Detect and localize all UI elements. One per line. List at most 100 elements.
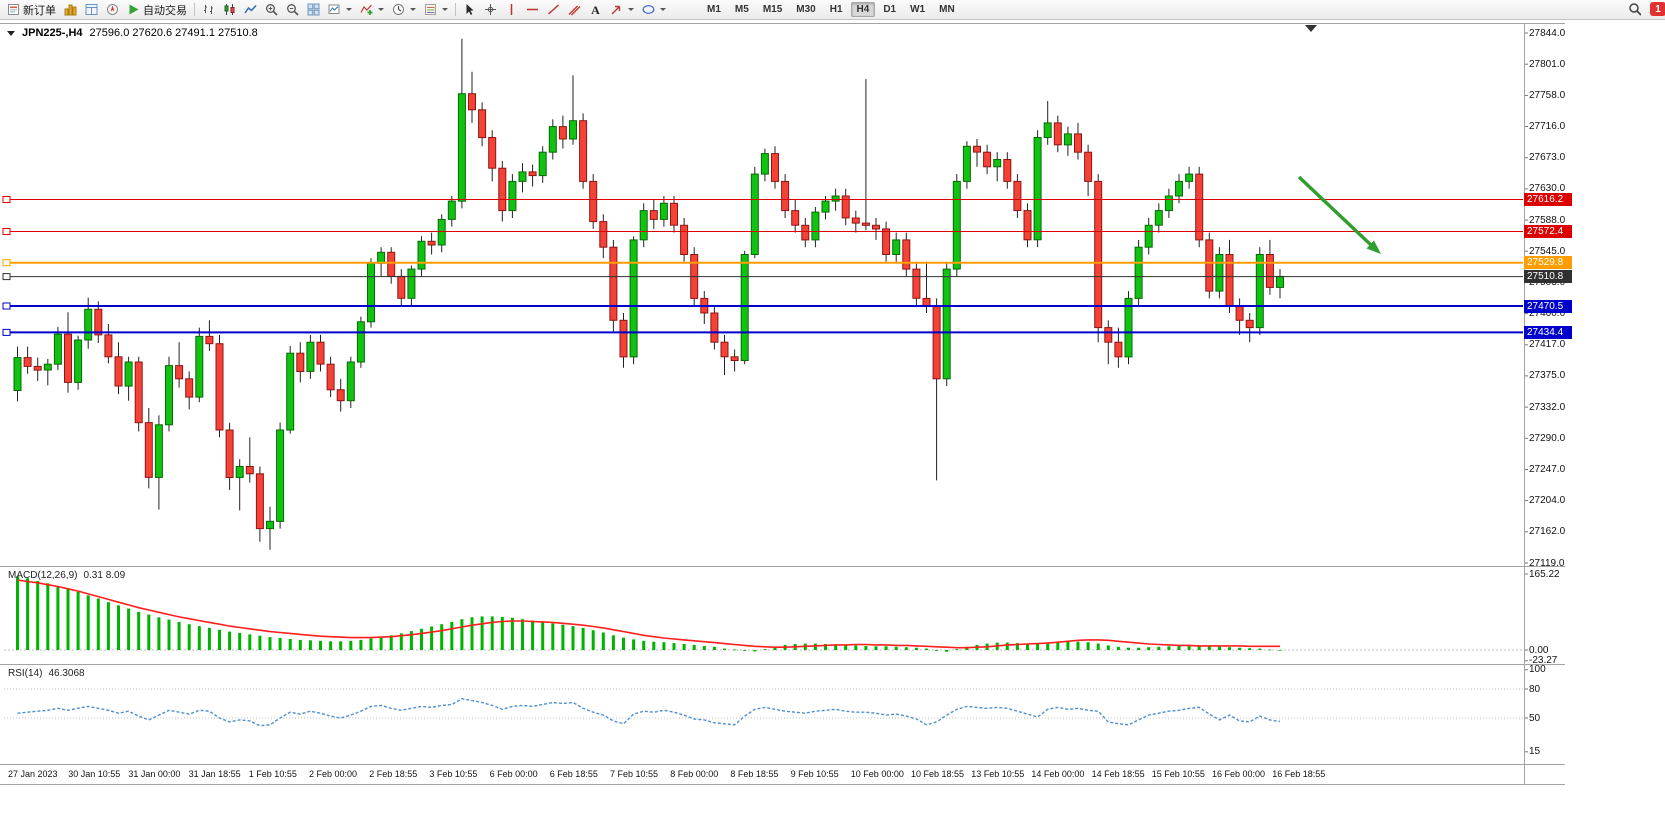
price-axis-label: 27204.0: [1529, 495, 1566, 507]
price-axis-label: 27801.0: [1529, 58, 1566, 70]
macd-histogram: [16, 576, 1282, 652]
indicators-icon: [360, 3, 373, 16]
algo-trading-button-label: 自动交易: [143, 4, 187, 17]
price-tag-27510.8: 27510.8: [1524, 270, 1572, 284]
vertical-line-button[interactable]: [501, 2, 522, 18]
new-order-button[interactable]: 新订单: [3, 2, 60, 18]
price-tag-27572.4: 27572.4: [1524, 225, 1572, 239]
chart-header: JPN225-,H4 27596.0 27620.6 27491.1 27510…: [7, 27, 258, 39]
notification-badge[interactable]: 1: [1650, 2, 1665, 16]
price-axis-label: 27630.0: [1529, 183, 1566, 195]
market-watch-icon: [64, 3, 77, 16]
arrow-object-button[interactable]: [606, 2, 638, 18]
crosshair-button[interactable]: [480, 2, 501, 18]
rsi-line: [17, 697, 1281, 727]
price-axis-label: 27162.0: [1529, 526, 1566, 538]
new-order-icon: [7, 3, 20, 16]
arrow-object-icon: [610, 3, 623, 16]
price-axis-label: 27417.0: [1529, 339, 1566, 351]
vertical-line-icon: [505, 3, 518, 16]
rsi-panel-label: RSI(14) 46.3068: [8, 668, 85, 679]
rsi-axis-label: 50: [1529, 712, 1541, 724]
indicators-button[interactable]: [356, 2, 388, 18]
timeframe-m30-button[interactable]: M30: [796, 4, 816, 15]
line-handle[interactable]: [2, 228, 11, 235]
rsi-title: RSI(14): [8, 668, 43, 679]
bar-chart-button[interactable]: [198, 2, 219, 18]
price-axis-label: 27460.0: [1529, 308, 1566, 320]
time-axis-label: 27 Jan 2023: [8, 769, 58, 779]
new-order-button-label: 新订单: [23, 4, 56, 17]
chart-menu-triangle-icon[interactable]: [7, 30, 15, 36]
timeframe-m5-button[interactable]: M5: [734, 4, 749, 15]
svg-text:A: A: [591, 3, 600, 16]
timeframe-mn-button[interactable]: MN: [939, 4, 955, 15]
time-axis-label: 2 Feb 00:00: [309, 769, 358, 779]
line-handle[interactable]: [2, 259, 11, 267]
candlestick-series: [13, 38, 1284, 550]
macd-signal-line: [17, 579, 1280, 649]
new-chart-button[interactable]: [324, 2, 356, 18]
time-axis-label: 31 Jan 00:00: [128, 769, 181, 779]
price-axis-label: 27247.0: [1529, 463, 1566, 475]
dropdown-caret-icon: [346, 8, 352, 11]
chart-ohlc-values: 27596.0 27620.6 27491.1 27510.8: [89, 27, 258, 39]
zoom-in-button[interactable]: [261, 2, 282, 18]
toolbar-separator: [194, 3, 195, 16]
time-axis-label: 31 Jan 18:55: [188, 769, 241, 779]
price-tag-27470.5: 27470.5: [1524, 299, 1572, 313]
chart-symbol-period: JPN225-,H4: [22, 27, 83, 39]
text-button[interactable]: A: [585, 2, 606, 18]
zoom-out-button[interactable]: [282, 2, 303, 18]
timeframe-m1-button[interactable]: M1: [707, 4, 721, 15]
time-axis-label: 10 Feb 00:00: [850, 769, 904, 779]
price-axis-label: 27588.0: [1529, 214, 1566, 226]
price-axis-label: 27290.0: [1529, 432, 1566, 444]
cursor-icon: [463, 3, 476, 16]
price-axis-label: 27332.0: [1529, 401, 1566, 413]
price-axis-label: 27545.0: [1529, 245, 1566, 257]
macd-axis-label: 0.00: [1529, 644, 1549, 656]
time-axis-label: 15 Feb 10:55: [1151, 769, 1205, 779]
templates-button[interactable]: [420, 2, 452, 18]
algo-trading-button[interactable]: 自动交易: [123, 2, 191, 18]
line-chart-icon: [244, 3, 257, 16]
zoom-out-icon: [286, 3, 299, 16]
line-chart-button[interactable]: [240, 2, 261, 18]
trend-arrow-annotation[interactable]: [1297, 175, 1381, 254]
line-handle[interactable]: [2, 328, 11, 336]
time-axis-label: 16 Feb 18:55: [1272, 769, 1326, 779]
shapes-button[interactable]: [638, 2, 670, 18]
macd-current-values: 0.31 8.09: [83, 570, 126, 581]
timeframe-d1-button[interactable]: D1: [883, 4, 897, 15]
timeframe-h4-button[interactable]: H4: [850, 2, 876, 17]
timeframe-m15-button[interactable]: M15: [762, 4, 783, 15]
periods-button[interactable]: [388, 2, 420, 18]
time-axis-label: 9 Feb 10:55: [790, 769, 839, 779]
market-watch-button[interactable]: [60, 2, 81, 18]
line-handle[interactable]: [2, 273, 11, 281]
data-window-button[interactable]: [81, 2, 102, 18]
line-handle[interactable]: [2, 302, 11, 310]
price-tag-27529.8: 27529.8: [1524, 256, 1572, 270]
dropdown-caret-icon: [410, 8, 416, 11]
line-handle[interactable]: [2, 196, 11, 203]
timeframe-h1-button[interactable]: H1: [829, 4, 843, 15]
trendline-button[interactable]: [543, 2, 564, 18]
navigator-button[interactable]: [102, 2, 123, 18]
shapes-icon: [642, 3, 655, 16]
timeframe-w1-button[interactable]: W1: [910, 4, 926, 15]
toolbar-right-controls: 1: [1628, 2, 1665, 16]
cursor-button[interactable]: [459, 2, 480, 18]
candlestick-button[interactable]: [219, 2, 240, 18]
macd-title: MACD(12,26,9): [8, 570, 78, 581]
equidistant-channel-button[interactable]: [564, 2, 585, 18]
tile-windows-icon: [307, 3, 320, 16]
time-axis-label: 16 Feb 00:00: [1212, 769, 1266, 779]
horizontal-line-button[interactable]: [522, 2, 543, 18]
tile-windows-button[interactable]: [303, 2, 324, 18]
toolbar-separator: [455, 3, 456, 16]
chart-shift-marker-icon[interactable]: [1305, 25, 1317, 32]
search-icon[interactable]: [1628, 3, 1641, 16]
